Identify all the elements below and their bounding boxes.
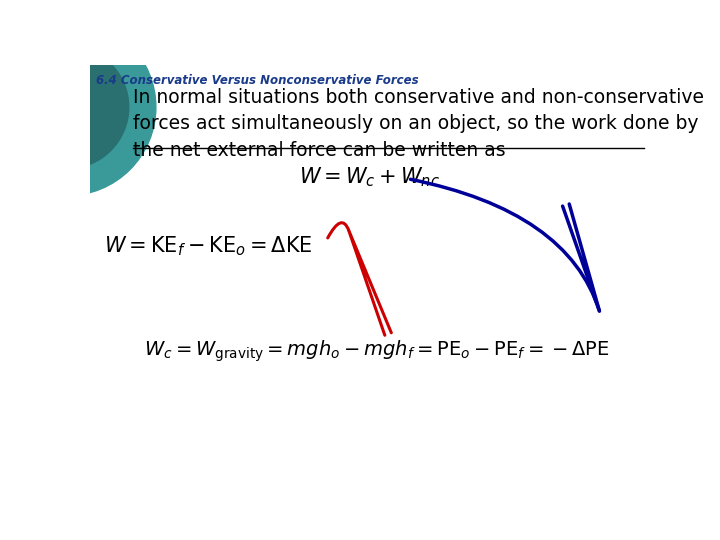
Text: 6.4 Conservative Versus Nonconservative Forces: 6.4 Conservative Versus Nonconservative … [96, 74, 419, 87]
Text: $W = W_c + W_{nc}$: $W = W_c + W_{nc}$ [300, 165, 440, 188]
Text: In normal situations both conservative and non-conservative
forces act simultane: In normal situations both conservative a… [132, 88, 703, 160]
Text: $W_c = W_{\mathrm{gravity}} = mgh_o - mgh_f = \mathrm{PE}_o - \mathrm{PE}_f = -\: $W_c = W_{\mathrm{gravity}} = mgh_o - mg… [144, 338, 610, 363]
Circle shape [5, 45, 129, 169]
Text: $W = \mathrm{KE}_f - \mathrm{KE}_o = \Delta \mathrm{KE}$: $W = \mathrm{KE}_f - \mathrm{KE}_o = \De… [104, 234, 312, 258]
Circle shape [0, 18, 156, 195]
